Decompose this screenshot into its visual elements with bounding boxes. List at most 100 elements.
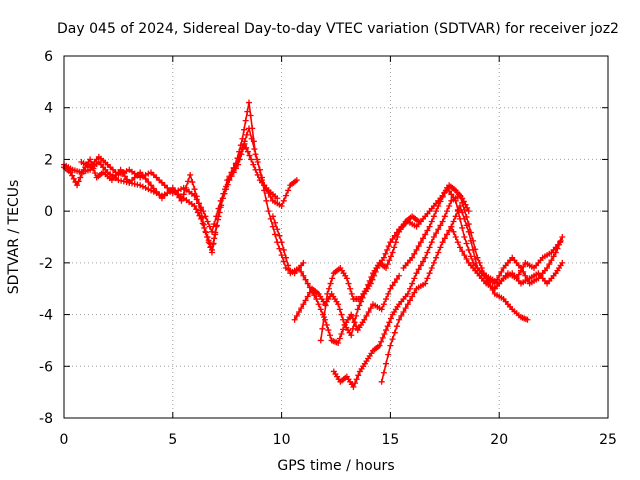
data-point <box>350 383 357 390</box>
data-point <box>349 325 356 332</box>
data-point <box>435 226 442 233</box>
data-point <box>424 227 431 234</box>
data-point <box>282 192 289 199</box>
data-point <box>319 325 326 332</box>
data-point <box>459 224 466 231</box>
data-point <box>378 338 385 345</box>
data-point <box>465 228 472 235</box>
data-point <box>345 280 352 287</box>
data-point <box>448 223 455 230</box>
data-point <box>336 306 343 313</box>
data-point <box>245 99 252 106</box>
data-point <box>153 188 160 195</box>
data-point <box>232 160 239 167</box>
x-tick-label: 25 <box>599 432 617 448</box>
data-point <box>383 327 390 334</box>
data-point <box>426 244 433 251</box>
data-point <box>396 272 403 279</box>
data-point <box>517 267 524 274</box>
data-point <box>430 234 437 240</box>
data-point <box>306 289 313 296</box>
data-point <box>420 258 427 265</box>
data-point <box>347 285 354 292</box>
data-point <box>335 340 342 347</box>
data-point <box>241 138 248 145</box>
data-point <box>261 187 268 194</box>
data-point <box>459 199 466 206</box>
data-point <box>120 169 127 176</box>
data-point <box>450 194 457 201</box>
data-point <box>75 178 82 185</box>
data-point <box>387 239 394 246</box>
data-point <box>276 232 283 239</box>
data-point <box>90 165 97 172</box>
y-tick-label: -6 <box>39 359 53 375</box>
data-point <box>323 321 330 328</box>
data-point <box>169 190 176 197</box>
data-point <box>248 135 255 142</box>
data-point <box>123 168 130 175</box>
data-point <box>409 293 416 300</box>
data-point <box>387 342 394 349</box>
data-point <box>380 254 387 261</box>
data-point <box>457 192 464 199</box>
data-point <box>392 239 399 246</box>
data-point <box>145 186 152 193</box>
data-point <box>200 221 207 228</box>
series-track-4 <box>269 213 403 347</box>
data-point <box>355 372 362 379</box>
data-point <box>139 173 146 180</box>
data-point <box>443 208 450 215</box>
data-point <box>210 240 217 247</box>
data-point <box>387 253 394 260</box>
data-point <box>178 197 185 204</box>
data-point <box>413 246 420 253</box>
x-tick-label: 0 <box>60 432 69 448</box>
data-point <box>452 197 459 204</box>
data-point <box>115 171 122 178</box>
data-point <box>384 261 391 268</box>
data-point <box>461 234 468 240</box>
data-point <box>406 297 413 304</box>
series-track-6 <box>317 213 422 344</box>
data-point <box>356 302 363 309</box>
data-point <box>459 248 466 255</box>
data-point <box>365 308 372 315</box>
data-point <box>546 261 553 268</box>
data-point <box>422 254 429 261</box>
data-point <box>448 191 455 198</box>
data-point <box>69 172 76 179</box>
series-line <box>272 216 400 345</box>
data-point <box>522 272 529 279</box>
data-point <box>443 184 450 191</box>
data-point <box>282 254 289 261</box>
data-point <box>391 232 398 239</box>
data-point <box>217 197 224 204</box>
data-point <box>343 275 350 282</box>
data-point <box>246 152 253 159</box>
data-point <box>348 311 355 318</box>
data-point <box>435 249 442 256</box>
data-point <box>247 112 254 119</box>
data-point <box>137 174 144 181</box>
data-point <box>433 208 440 215</box>
y-tick-label: 0 <box>44 204 53 220</box>
data-point <box>433 230 440 237</box>
data-point <box>70 175 77 182</box>
data-point <box>439 239 446 246</box>
data-point <box>557 239 564 246</box>
data-point <box>204 218 211 225</box>
data-point <box>381 330 388 337</box>
data-point <box>379 334 386 341</box>
data-point <box>338 311 345 318</box>
data-point <box>496 272 503 279</box>
data-point <box>193 206 200 213</box>
data-point <box>459 209 466 216</box>
data-point <box>239 144 246 151</box>
data-point <box>520 263 527 270</box>
data-point <box>400 308 407 315</box>
data-point <box>411 289 418 296</box>
data-point <box>450 218 457 225</box>
y-tick-label: -8 <box>39 411 53 427</box>
data-point <box>208 249 215 256</box>
